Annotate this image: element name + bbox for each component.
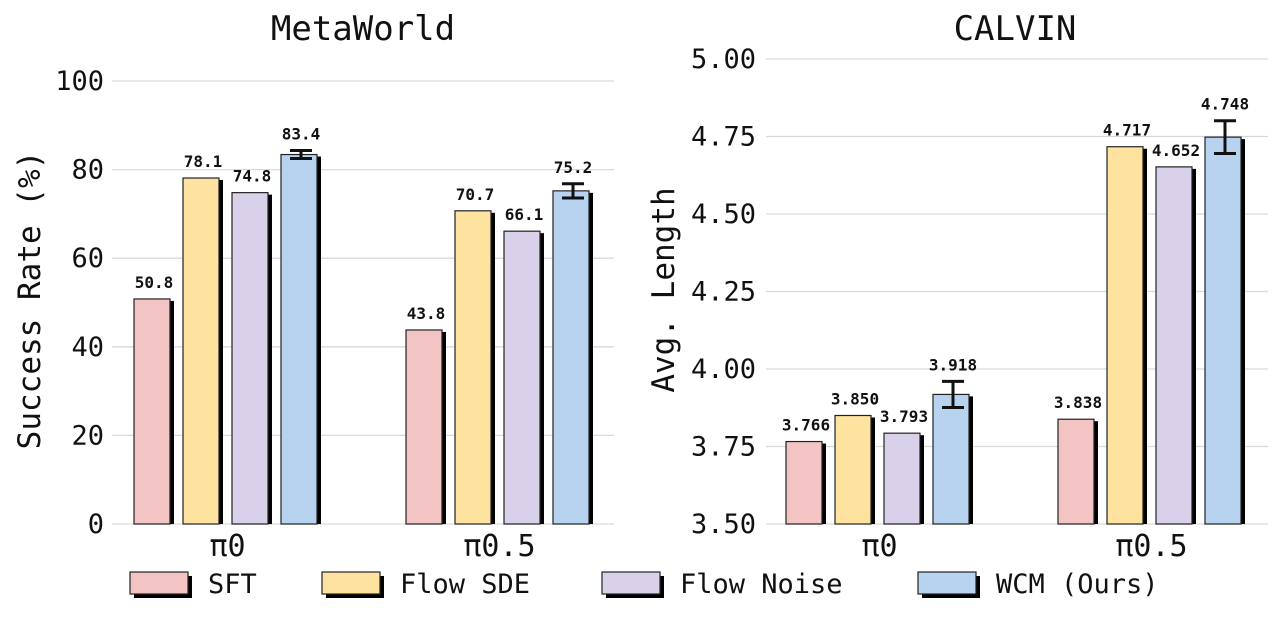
- bar: [280, 153, 318, 525]
- legend-item: Flow SDE: [321, 569, 530, 600]
- legend-item: WCM (Ours): [917, 569, 1159, 600]
- bar: [1204, 136, 1242, 525]
- y-axis-label: Success Rate (%): [12, 151, 48, 450]
- x-category-label: π0.5: [1115, 529, 1187, 564]
- legend-swatch: [321, 571, 381, 595]
- chart-title: CALVIN: [954, 9, 1077, 49]
- bar: [231, 192, 269, 525]
- y-tick-label: 5.00: [691, 44, 756, 75]
- data-label: 83.4: [282, 125, 321, 144]
- y-tick-label: 3.75: [691, 432, 756, 463]
- x-category-label: π0.5: [463, 529, 535, 564]
- y-axis-label: Avg. Length: [646, 187, 682, 392]
- y-tick-label: 60: [71, 243, 104, 274]
- bar: [552, 190, 590, 525]
- data-label: 50.8: [135, 273, 174, 292]
- bar: [834, 414, 872, 525]
- legend-label: Flow Noise: [680, 569, 843, 600]
- chart-panel-metaworld: 0 20 40 60 80 100 MetaWorld Success Rate (%) 50.…: [12, 9, 614, 564]
- bar: [133, 298, 171, 525]
- legend-swatch: [601, 571, 661, 595]
- data-label: 3.850: [831, 390, 879, 409]
- bar: [1155, 166, 1193, 525]
- y-tick-label: 0: [88, 509, 104, 540]
- bar: [1057, 418, 1095, 525]
- bar: [503, 230, 541, 525]
- legend-item: Flow Noise: [601, 569, 843, 600]
- legend-label: WCM (Ours): [996, 569, 1159, 600]
- bar: [883, 432, 921, 525]
- y-tick-label: 40: [71, 332, 104, 363]
- data-label: 4.652: [1152, 141, 1200, 160]
- data-label: 74.8: [233, 167, 272, 186]
- legend-swatch: [917, 571, 977, 595]
- data-label: 3.766: [782, 416, 830, 435]
- chart-title: MetaWorld: [271, 9, 455, 49]
- bar: [454, 210, 492, 525]
- data-label: 43.8: [407, 304, 446, 323]
- data-label: 4.717: [1103, 121, 1151, 140]
- bar: [932, 393, 970, 525]
- bar: [405, 329, 443, 525]
- chart-panel-calvin: 3.50 3.75 4.00 4.25 4.50 4.75 5.00 CALVIN Avg. L…: [646, 9, 1268, 564]
- y-tick-label: 80: [71, 155, 104, 186]
- legend-swatch: [129, 571, 189, 595]
- y-tick-label: 4.75: [691, 122, 756, 153]
- bar: [785, 440, 823, 525]
- y-tick-label: 3.50: [691, 509, 756, 540]
- y-tick-label: 100: [55, 66, 104, 97]
- data-label: 3.918: [929, 355, 977, 374]
- data-label: 78.1: [184, 152, 223, 171]
- data-label: 70.7: [456, 185, 495, 204]
- data-label: 3.793: [880, 407, 928, 426]
- data-label: 66.1: [505, 205, 544, 224]
- data-label: 3.838: [1054, 393, 1102, 412]
- legend-label: SFT: [208, 569, 257, 600]
- x-category-label: π0: [861, 529, 897, 564]
- bar: [1106, 146, 1144, 525]
- legend-label: Flow SDE: [400, 569, 530, 600]
- x-category-label: π0: [209, 529, 245, 564]
- data-label: 4.748: [1201, 95, 1249, 114]
- bar: [182, 177, 220, 525]
- y-tick-label: 4.25: [691, 277, 756, 308]
- legend: SFT Flow SDE Flow Noise WCM (Ours): [129, 569, 1159, 600]
- data-label: 75.2: [554, 158, 593, 177]
- y-tick-label: 20: [71, 420, 104, 451]
- legend-item: SFT: [129, 569, 257, 600]
- y-tick-label: 4.00: [691, 354, 756, 385]
- y-tick-label: 4.50: [691, 199, 756, 230]
